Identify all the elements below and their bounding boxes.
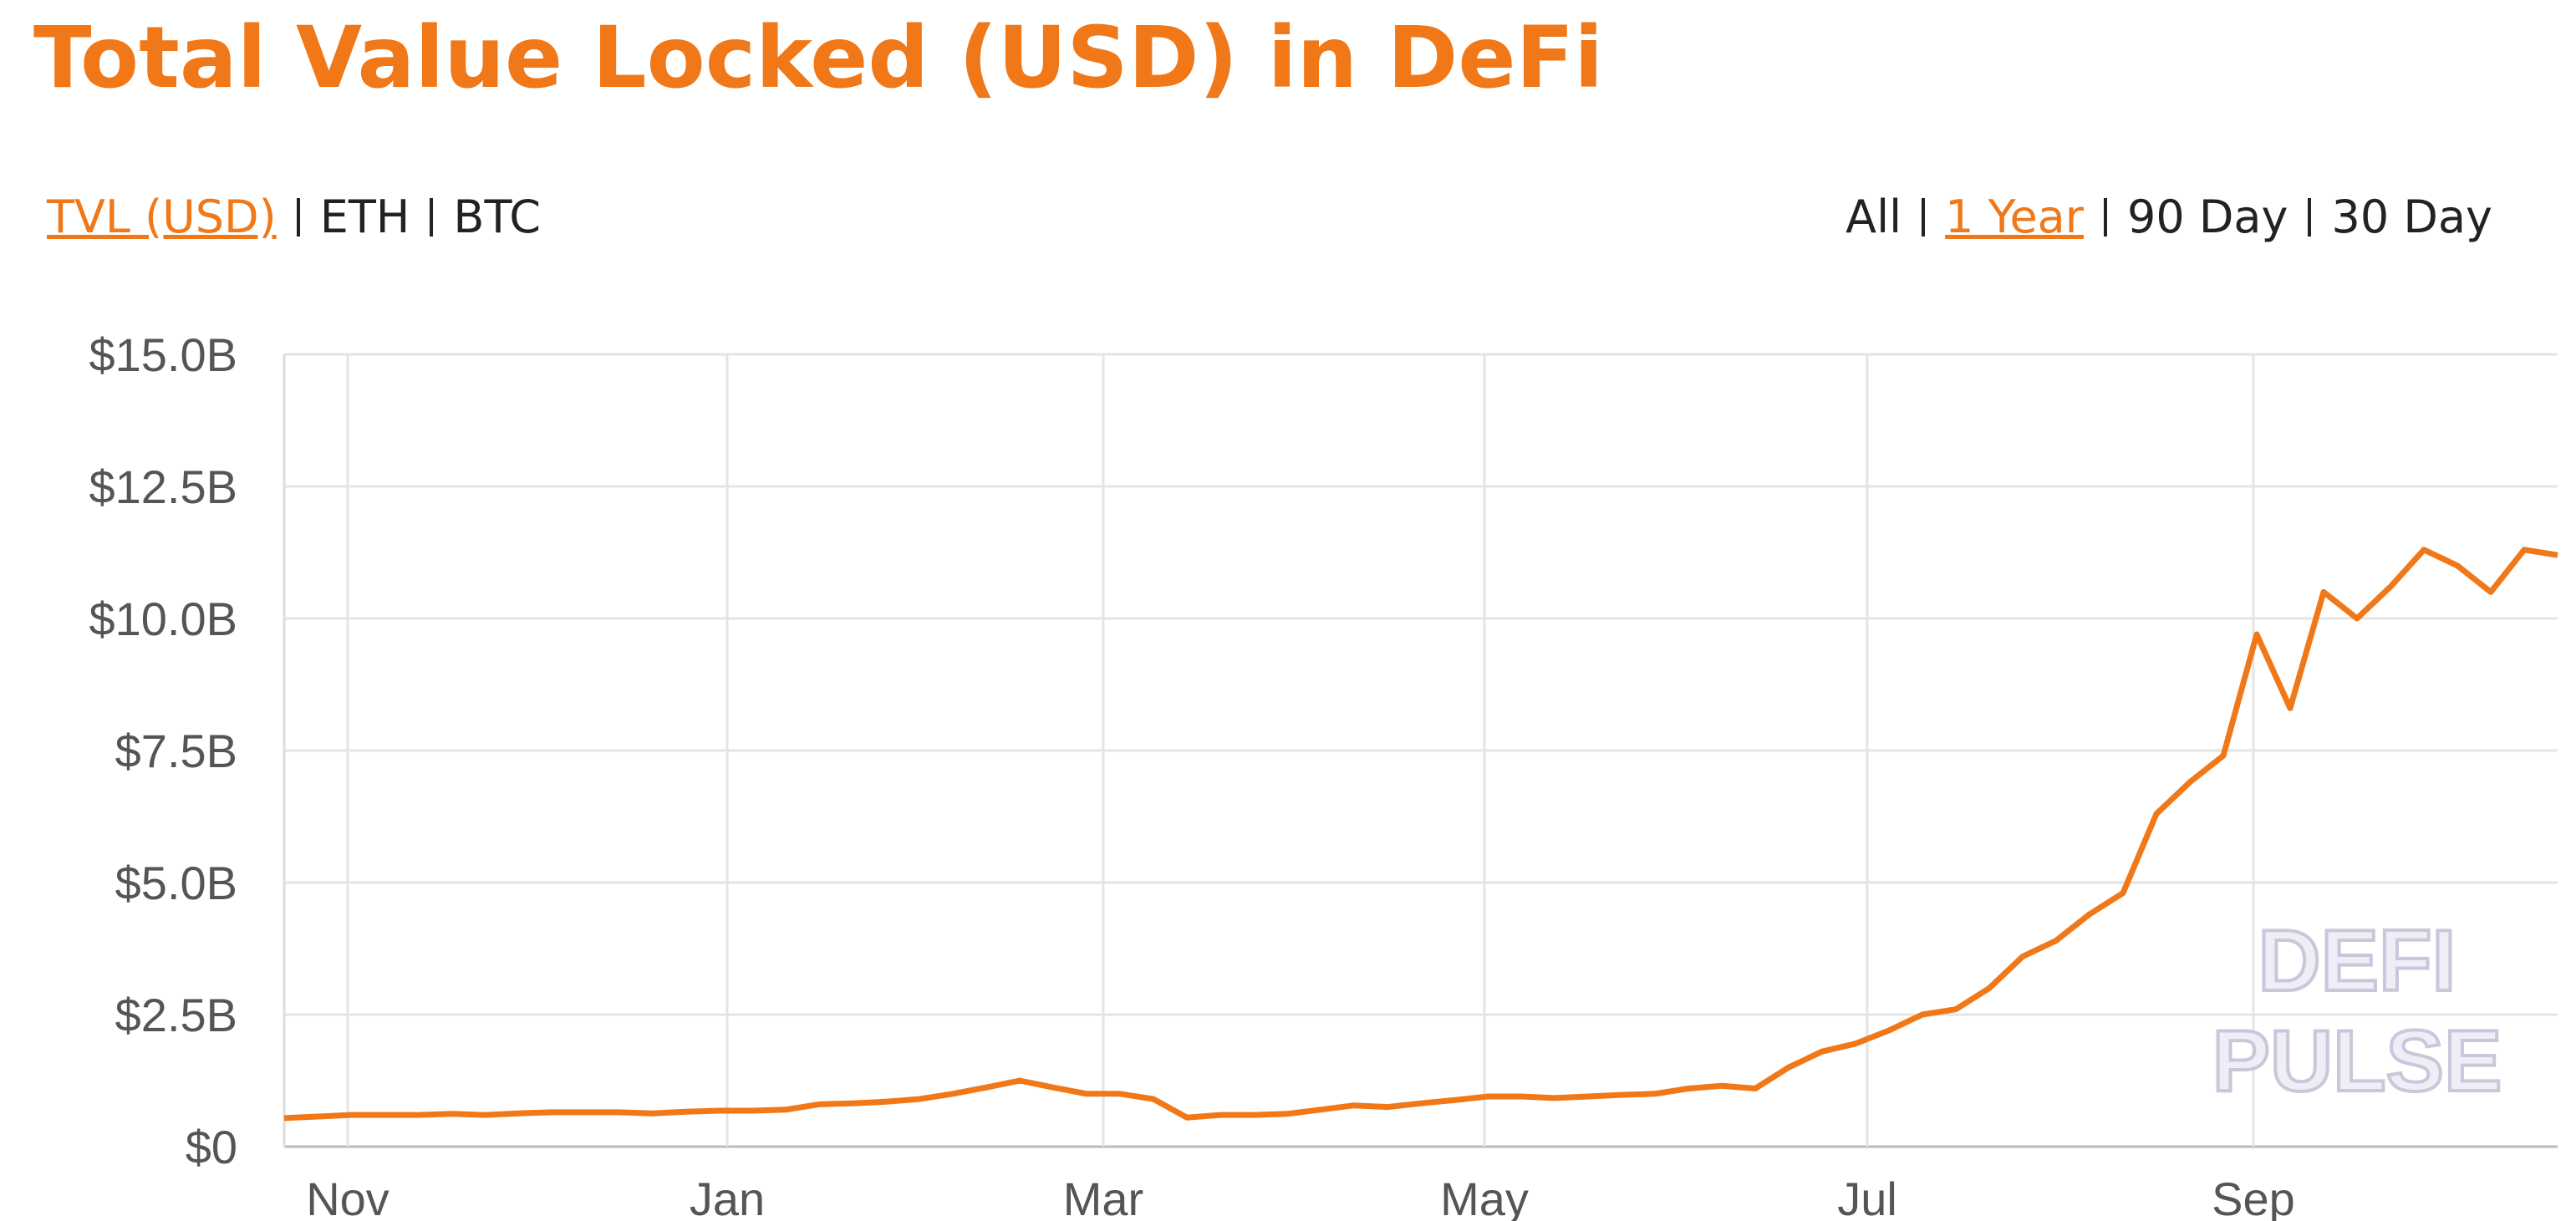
separator — [1922, 197, 1926, 237]
x-tick-label: Jan — [690, 1173, 765, 1221]
tab[interactable]: 30 Day — [2331, 191, 2492, 243]
tab[interactable]: BTC — [453, 191, 541, 243]
x-tick-label: Nov — [306, 1173, 389, 1221]
x-tick-label: Sep — [2212, 1173, 2295, 1221]
tab[interactable]: 90 Day — [2126, 191, 2288, 243]
y-tick-label: $2.5B — [115, 989, 237, 1041]
y-tick-label: $7.5B — [115, 725, 237, 777]
y-tick-label: $0 — [186, 1121, 237, 1173]
separator — [296, 197, 300, 237]
line — [283, 547, 2558, 1122]
separator — [2308, 197, 2312, 237]
y-tick-label: $5.0B — [115, 857, 237, 909]
range-tabs: All 1 Year 90 Day 30 Day — [1845, 191, 2492, 243]
tab[interactable]: 1 Year — [1945, 191, 2084, 243]
y-tick-label: $10.0B — [89, 593, 238, 645]
separator — [430, 197, 434, 237]
metric-tabs: TVL (USD) ETH BTC — [47, 191, 541, 243]
separator — [2103, 197, 2107, 237]
watermark: PULSE — [2212, 1013, 2502, 1110]
x-tick-label: Mar — [1063, 1173, 1143, 1221]
x-tick-label: Jul — [1837, 1173, 1897, 1221]
x-tick-label: May — [1440, 1173, 1529, 1221]
tab[interactable]: All — [1845, 191, 1902, 243]
tab[interactable]: ETH — [319, 191, 410, 243]
y-tick-label: $15.0B — [89, 328, 238, 381]
chart-title: Total Value Locked (USD) in DeFi — [33, 8, 1604, 108]
y-tick-label: $12.5B — [89, 460, 238, 513]
tab[interactable]: TVL (USD) — [47, 191, 277, 243]
watermark: DEFI — [2258, 913, 2456, 1010]
